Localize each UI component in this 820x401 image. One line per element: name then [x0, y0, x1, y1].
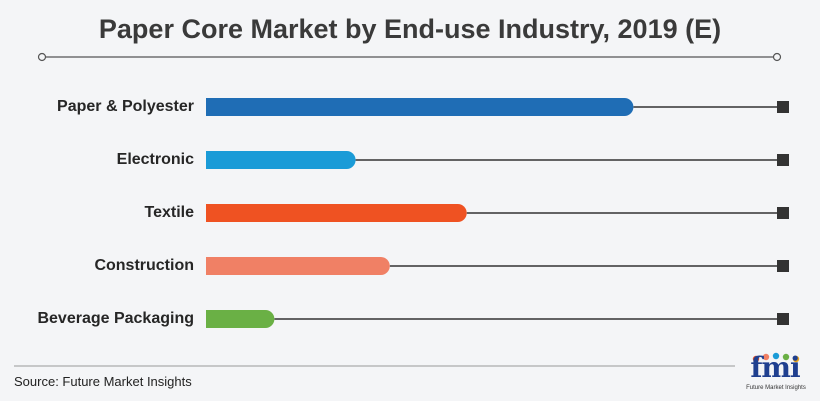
- bar-track-end-square: [777, 313, 789, 325]
- bar: [206, 151, 356, 169]
- bar-track-end-square: [777, 154, 789, 166]
- category-label: Electronic: [116, 151, 194, 168]
- bar: [206, 257, 390, 275]
- logo-dot-4: [782, 353, 790, 361]
- logo-dot-2: [762, 353, 770, 361]
- bar-track-end-square: [777, 260, 789, 272]
- logo-dot-3: [772, 352, 780, 360]
- bar: [206, 98, 634, 116]
- chart-title: Paper Core Market by End-use Industry, 2…: [98, 14, 722, 44]
- bar: [206, 204, 467, 222]
- category-label: Construction: [94, 257, 194, 274]
- logo-text: fmi: [750, 351, 800, 384]
- logo-dot-1: [752, 355, 760, 363]
- category-label: Beverage Packaging: [37, 310, 194, 327]
- source-text: Source: Future Market Insights: [14, 374, 192, 389]
- title-rule-right-dot: [772, 52, 782, 62]
- logo-subtext: Future Market Insights: [746, 385, 806, 391]
- fmi-logo: [752, 352, 800, 363]
- bar-track-end-square: [777, 101, 789, 113]
- bar: [206, 310, 275, 328]
- logo-dot-5: [792, 355, 800, 363]
- title-rule-left-dot: [37, 52, 47, 62]
- category-label: Textile: [144, 204, 195, 221]
- bar-track-end-square: [777, 207, 789, 219]
- category-label: Paper & Polyester: [57, 98, 194, 115]
